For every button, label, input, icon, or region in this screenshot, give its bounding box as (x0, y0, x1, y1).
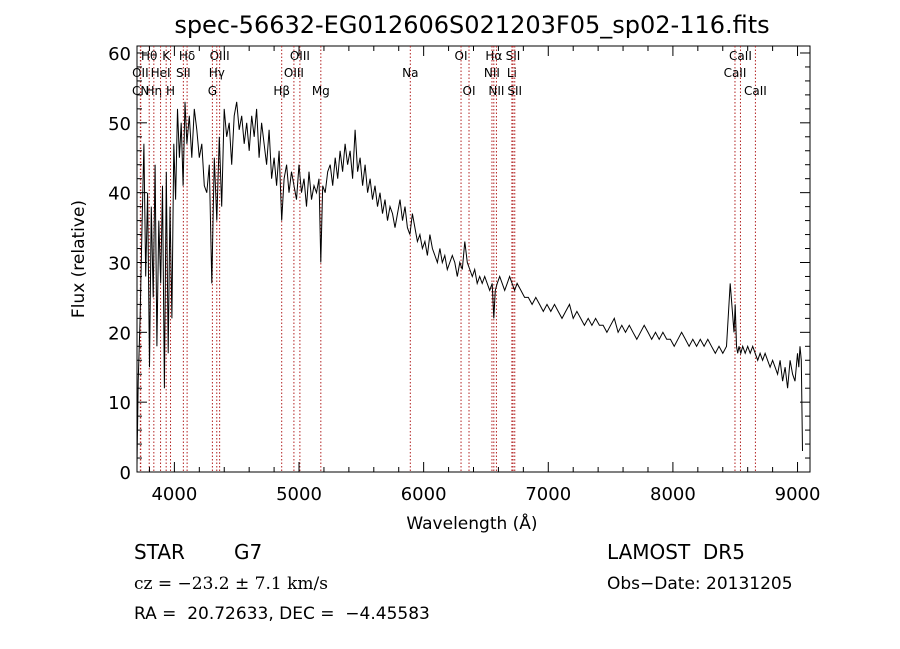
spectral-line-label: OIII (210, 49, 230, 63)
spectral-line-label: OI (455, 49, 468, 63)
spectral-line-label: G (208, 84, 217, 98)
plot-frame (136, 45, 811, 473)
observation-date: Obs−Date: 20131205 (607, 574, 793, 594)
redshift-velocity: cz = −23.2 ± 7.1 km/s (134, 574, 328, 594)
spectral-line-label: SII (507, 84, 522, 98)
object-subclass: G7 (234, 540, 263, 564)
spectral-line-label: CaII (729, 49, 752, 63)
y-tick-label: 40 (108, 184, 131, 205)
spectral-line-label: CN (132, 84, 149, 98)
object-class: STAR (134, 540, 185, 564)
chart-title: spec-56632-EG012606S021203F05_sp02-116.f… (174, 11, 769, 39)
spectral-line-label: Hα (485, 49, 502, 63)
spectral-line-label: Hη (146, 84, 163, 98)
y-tick-label: 50 (108, 114, 131, 135)
x-tick-label: 7000 (525, 484, 571, 505)
spectral-line-label: CaII (744, 84, 767, 98)
x-tick-label: 5000 (276, 484, 322, 505)
spectral-line-label: SII (506, 49, 521, 63)
x-tick-label: 4000 (151, 484, 197, 505)
spectral-line-label: CaII (724, 66, 747, 80)
spectral-line-label: NII (488, 84, 504, 98)
x-tick-label: 9000 (775, 484, 821, 505)
spectral-line-label: Hγ (209, 66, 225, 80)
x-tick-label: 6000 (401, 484, 447, 505)
x-tick-label: 8000 (650, 484, 696, 505)
y-tick-label: 10 (108, 393, 131, 414)
y-tick-label: 0 (120, 463, 131, 484)
x-axis-label: Wavelength (Å) (406, 512, 537, 534)
spectral-line-label: Na (402, 66, 418, 80)
spectral-line-label: OII (132, 66, 149, 80)
spectral-line-label: Mg (312, 84, 330, 98)
spectral-line-label: SII (176, 66, 191, 80)
ra-dec-coordinates: RA = 20.72633, DEC = −4.45583 (134, 604, 430, 624)
spectral-line-label: Hθ (141, 49, 157, 63)
spectral-line-label: OI (463, 84, 476, 98)
spectral-line-label: NII (484, 66, 500, 80)
survey-name: LAMOST DR5 (607, 540, 745, 564)
spectral-line-label: H (166, 84, 175, 98)
y-tick-label: 30 (108, 253, 131, 274)
spectral-line-label: Hβ (273, 84, 290, 98)
y-tick-label: 60 (108, 44, 131, 65)
y-tick-label: 20 (108, 323, 131, 344)
y-axis-label: Flux (relative) (69, 200, 89, 318)
spectral-line-label: OIII (284, 66, 304, 80)
spectral-line-label: K (162, 49, 171, 63)
axes: 4000 5000 6000 7000 8000 9000 0 10 20 30 40 50 60 (108, 44, 820, 505)
spectrum-series-line (136, 101, 803, 466)
spectral-line-label: Li (507, 66, 517, 80)
spectral-line-label: Hδ (179, 49, 195, 63)
spectral-line-label: HeI (151, 66, 171, 80)
spectral-line-label: OIII (290, 49, 310, 63)
